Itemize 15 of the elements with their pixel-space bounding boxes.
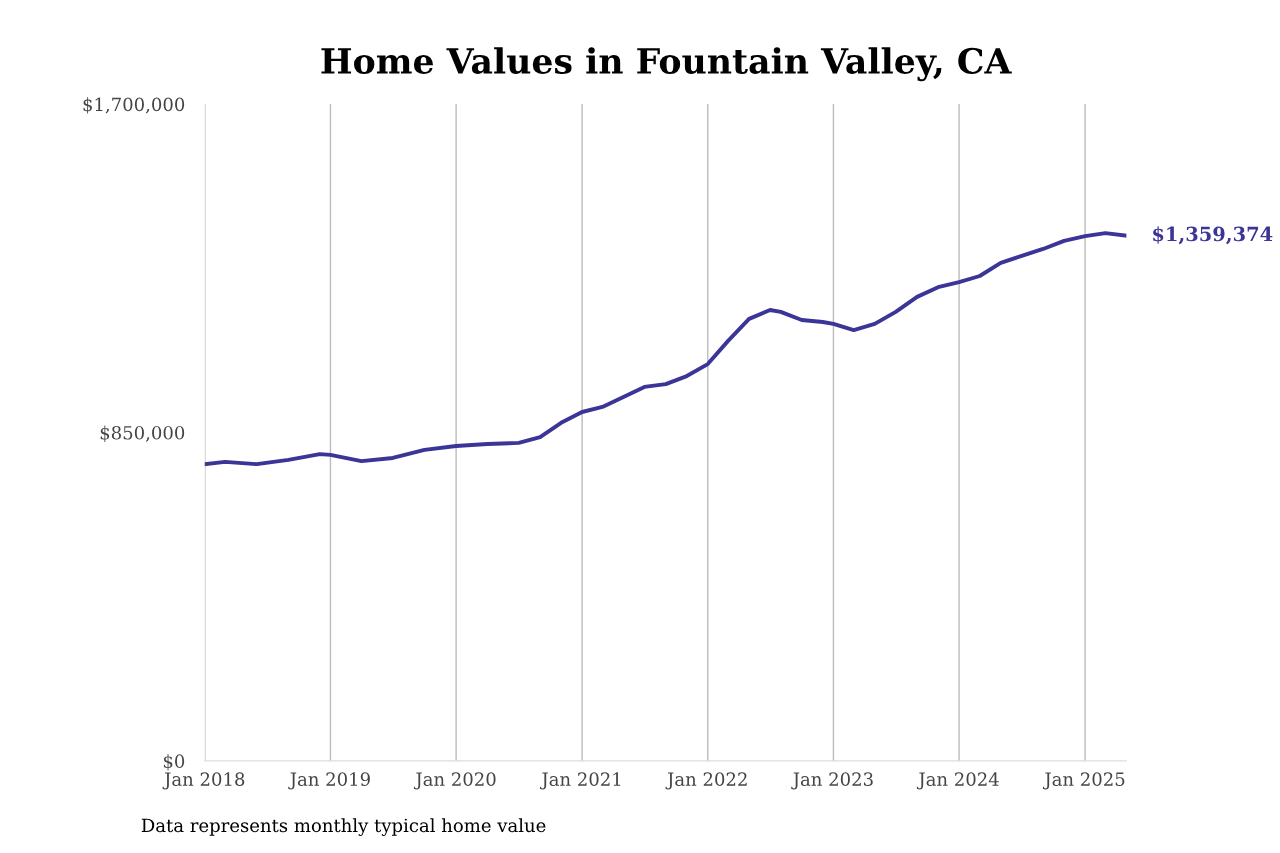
x-tick-label: Jan 2018 xyxy=(162,772,245,790)
chart-title: Home Values in Fountain Valley, CA xyxy=(321,47,1012,82)
x-tick-label: Jan 2019 xyxy=(288,772,370,790)
y-tick-label: $0 xyxy=(163,754,185,771)
annotation: $1,359,374 xyxy=(1153,226,1273,245)
line-series xyxy=(204,231,1127,467)
y-tick-label: $850,000 xyxy=(100,425,185,442)
x-tick-label: Jan 2024 xyxy=(916,772,999,790)
x-tick-label: Jan 2022 xyxy=(665,772,747,790)
x-tick-label: Jan 2025 xyxy=(1042,772,1125,790)
x-tick-label: Jan 2020 xyxy=(413,772,496,790)
text: Data represents monthly typical home value xyxy=(141,818,546,836)
y-tick-label: $1,700,000 xyxy=(83,97,185,114)
x-tick-label: Jan 2023 xyxy=(791,772,873,790)
x-tick-label: Jan 2021 xyxy=(539,772,621,790)
